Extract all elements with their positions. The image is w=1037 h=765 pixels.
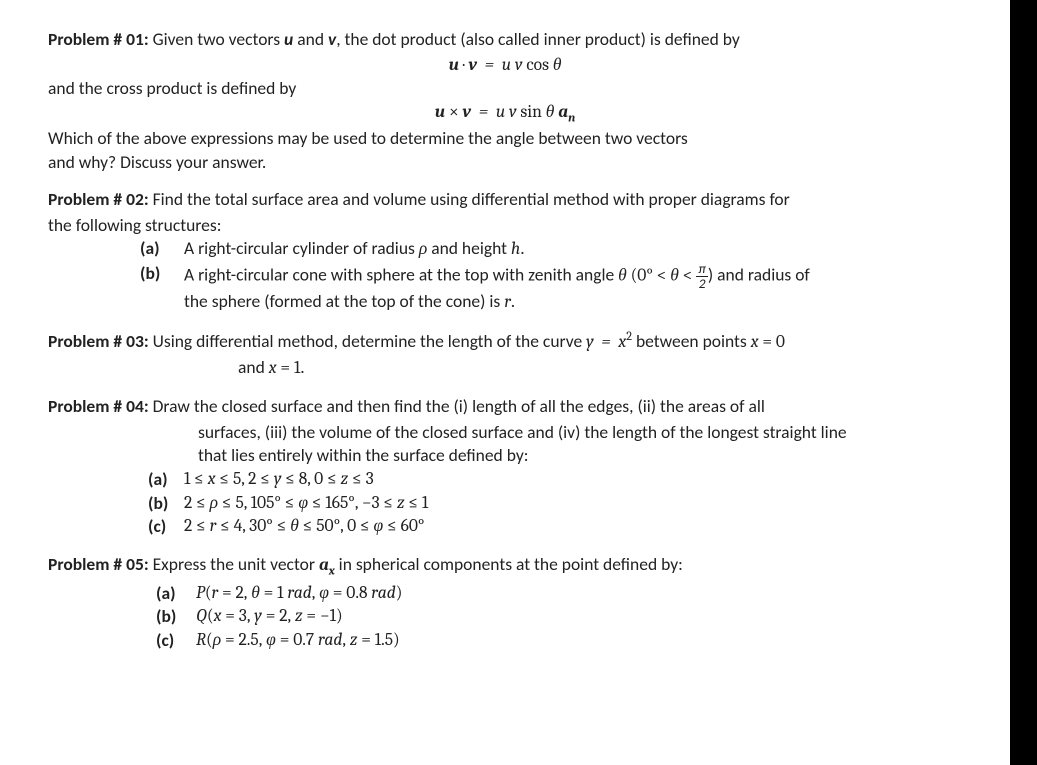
p04-line2: surfaces, (iii) the volume of the closed… <box>48 421 962 445</box>
p05-label: Problem # 05: <box>48 553 149 575</box>
p02-line2: the following structures: <box>48 214 962 238</box>
p03-text1: Using differential method, determine the… <box>149 330 587 352</box>
p02-label: Problem # 02: <box>48 188 149 210</box>
p05-c-label: (c) <box>156 629 196 653</box>
p04-b-eq: 2 ≤ ρ ≤ 5, 105° ≤ φ ≤ 165°, −3 ≤ z ≤ 1 <box>184 492 962 516</box>
p01-and1: and <box>293 28 328 50</box>
p01-line2: and the cross product is defined by <box>48 77 962 101</box>
p04-c-label: (c) <box>148 515 184 539</box>
p04-b-label: (b) <box>148 492 184 516</box>
problem-04: Problem # 04: Draw the closed surface an… <box>48 395 962 419</box>
p04-c: (c) 2 ≤ r ≤ 4, 30° ≤ θ ≤ 50°, 0 ≤ φ ≤ 60… <box>48 515 962 539</box>
p02-a-label: (a) <box>140 237 184 262</box>
problem-05: Problem # 05: Express the unit vector ax… <box>48 553 962 580</box>
p02-b: (b) A right-circular cone with sphere at… <box>48 262 962 315</box>
p04-a-label: (a) <box>148 468 184 492</box>
p05-b-label: (b) <box>156 605 196 629</box>
p03-text2: between points <box>632 330 751 352</box>
problem-01: Problem # 01: Given two vectors u and v,… <box>48 28 962 52</box>
p03-eq1: y = x2 <box>586 332 632 352</box>
p04-a: (a) 1 ≤ x ≤ 5, 2 ≤ y ≤ 8, 0 ≤ z ≤ 3 <box>48 468 962 492</box>
p04-text1: Draw the closed surface and then find th… <box>149 395 765 417</box>
p05-b: (b) Q(x = 3, y = 2, z = −1) <box>48 605 962 629</box>
p05-c: (c) R(ρ = 2.5, φ = 0.7 rad, z = 1.5) <box>48 629 962 653</box>
p01-u: u <box>284 28 293 50</box>
problem-03: Problem # 03: Using differential method,… <box>48 329 962 354</box>
p03-eq2: x = 0 <box>751 332 785 352</box>
p01-line3: Which of the above expressions may be us… <box>48 127 962 151</box>
p03-line2: and x = 1. <box>48 356 962 381</box>
p01-v: v <box>328 28 336 50</box>
p05-a-label: (a) <box>156 582 196 606</box>
p02-intro: Find the total surface area and volume u… <box>149 188 790 210</box>
p05-ax: ax <box>319 555 335 575</box>
p01-label: Problem # 01: <box>48 28 149 50</box>
p05-c-eq: R(ρ = 2.5, φ = 0.7 rad, z = 1.5) <box>196 629 962 653</box>
p02-b-label: (b) <box>140 262 184 315</box>
p01-eq1: u · v = u v cos θ <box>48 54 962 78</box>
p04-a-eq: 1 ≤ x ≤ 5, 2 ≤ y ≤ 8, 0 ≤ z ≤ 3 <box>184 468 962 492</box>
p04-line3: that lies entirely within the surface de… <box>48 444 962 468</box>
p03-label: Problem # 03: <box>48 330 149 352</box>
page: Problem # 01: Given two vectors u and v,… <box>0 0 1010 765</box>
p05-text2: in spherical components at the point def… <box>335 553 683 575</box>
p05-a-eq: P(r = 2, θ = 1 rad, φ = 0.8 rad) <box>196 582 962 606</box>
p05-b-eq: Q(x = 3, y = 2, z = −1) <box>196 605 962 629</box>
p01-line4: and why? Discuss your answer. <box>48 151 962 175</box>
p02-b-text: A right-circular cone with sphere at the… <box>184 262 962 315</box>
p04-b: (b) 2 ≤ ρ ≤ 5, 105° ≤ φ ≤ 165°, −3 ≤ z ≤… <box>48 492 962 516</box>
p02-a: (a) A right-circular cylinder of radius … <box>48 237 962 262</box>
problem-02: Problem # 02: Find the total surface are… <box>48 188 962 212</box>
p05-text1: Express the unit vector <box>149 553 319 575</box>
p04-c-eq: 2 ≤ r ≤ 4, 30° ≤ θ ≤ 50°, 0 ≤ φ ≤ 60° <box>184 515 962 539</box>
p01-intro: Given two vectors <box>149 28 284 50</box>
p01-intro2: , the dot product (also called inner pro… <box>336 28 740 50</box>
p02-a-text: A right-circular cylinder of radius ρ an… <box>184 237 962 262</box>
p01-eq2: u × v = u v sin θ an <box>48 101 962 127</box>
p04-label: Problem # 04: <box>48 395 149 417</box>
p05-a: (a) P(r = 2, θ = 1 rad, φ = 0.8 rad) <box>48 582 962 606</box>
